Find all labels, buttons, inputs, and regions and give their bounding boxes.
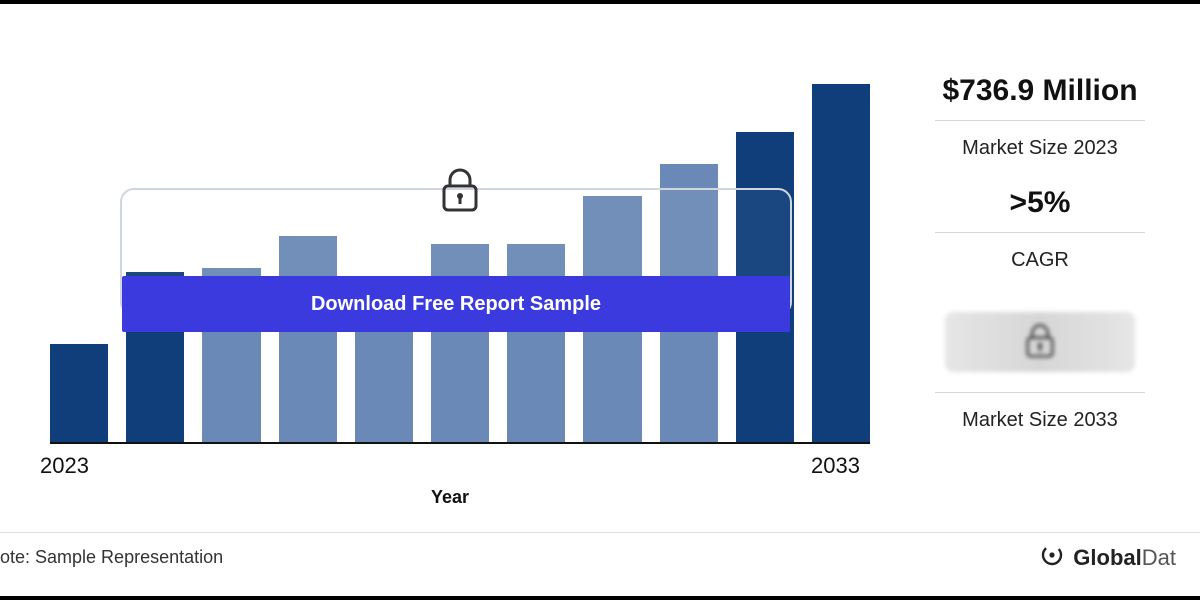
- x-axis-title: Year: [431, 487, 469, 508]
- report-figure: Market Size ($ Million) Download Free Re…: [0, 0, 1200, 600]
- bar: [50, 344, 108, 444]
- market-size-2023-label: Market Size 2023: [962, 137, 1118, 160]
- cagr-value: >5%: [1010, 186, 1071, 220]
- x-axis-start-label: 2023: [40, 453, 89, 479]
- plot-region: Download Free Report Sample: [50, 44, 870, 444]
- footer-note: ote: Sample Representation: [0, 547, 223, 568]
- figure-footer: ote: Sample Representation GlobalDat: [0, 532, 1200, 582]
- stats-panel: $736.9 Million Market Size 2023 >5% CAGR…: [900, 34, 1180, 514]
- x-axis-baseline: [50, 442, 870, 444]
- chart-area: Market Size ($ Million) Download Free Re…: [0, 34, 900, 514]
- lock-icon: [438, 164, 482, 214]
- market-size-2023-value: $736.9 Million: [942, 74, 1137, 108]
- market-size-2033-label: Market Size 2033: [962, 409, 1118, 432]
- market-size-2033-locked: [945, 312, 1135, 372]
- brand-mark-icon: [1039, 542, 1065, 574]
- stat-divider: [935, 232, 1145, 233]
- bar: [812, 84, 870, 444]
- brand-logo: GlobalDat: [1039, 542, 1176, 574]
- content-row: Market Size ($ Million) Download Free Re…: [0, 34, 1200, 514]
- brand-text-bold: Global: [1073, 545, 1141, 570]
- download-sample-button[interactable]: Download Free Report Sample: [122, 276, 790, 332]
- cagr-label: CAGR: [1011, 249, 1069, 272]
- x-axis-end-label: 2033: [811, 453, 860, 479]
- stat-divider: [935, 120, 1145, 121]
- lock-icon: [1023, 320, 1057, 365]
- stat-divider: [935, 392, 1145, 393]
- brand-text-light: Dat: [1142, 545, 1176, 570]
- download-sample-label: Download Free Report Sample: [311, 293, 601, 316]
